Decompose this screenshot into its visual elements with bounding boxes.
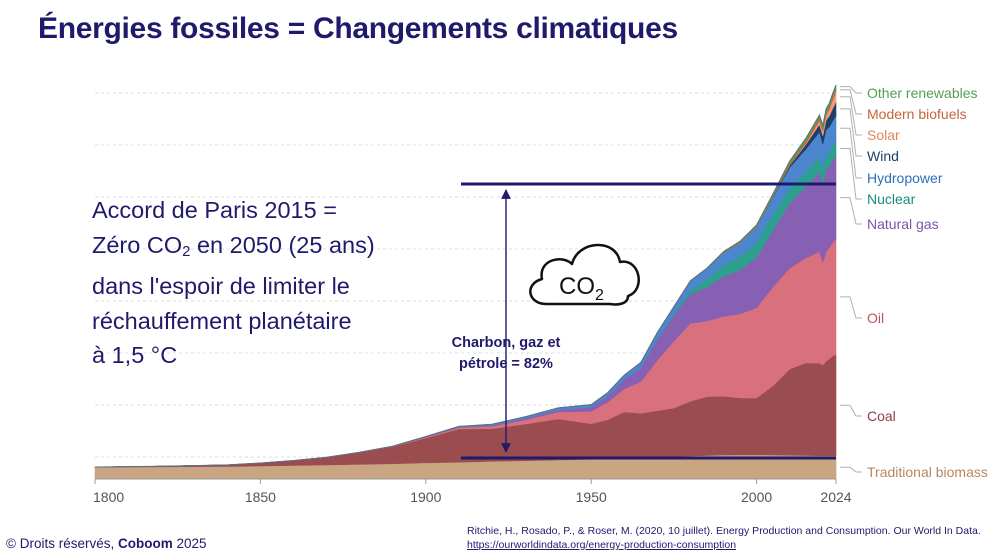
page-title: Énergies fossiles = Changements climatiq…	[38, 12, 678, 45]
co2-cloud-icon: CO2	[529, 243, 640, 306]
x-tick-label: 1800	[93, 489, 124, 505]
legend-leader-coal	[840, 404, 862, 417]
paris-line-2-subscript: 2	[182, 242, 191, 260]
copyright-prefix: © Droits réservés,	[6, 536, 118, 551]
copyright-notice: © Droits réservés, Coboom 2025	[6, 536, 207, 551]
citation-link[interactable]: https://ourworldindata.org/energy-produc…	[467, 539, 737, 551]
chart-legend: Traditional biomass Coal Oil Natural gas Nuc…	[840, 85, 988, 480]
paris-line-2-suffix: en 2050 (25 ans)	[190, 231, 375, 258]
x-tick-label: 1850	[245, 489, 276, 505]
svg-text:CO2: CO2	[559, 273, 604, 304]
legend-nuclear: Nuclear	[867, 191, 916, 207]
x-tick-label: 2024	[820, 489, 851, 505]
legend-leader-nuclear	[840, 148, 862, 200]
legend-leader-oil	[840, 296, 862, 319]
legend-natural-gas: Natural gas	[867, 216, 939, 232]
legend-solar: Solar	[867, 127, 900, 143]
legend-leader-hydropower	[840, 127, 862, 179]
paris-line-2: Zéro CO2 en 2050 (25 ans)	[92, 228, 375, 270]
paris-line-2-prefix: Zéro CO	[92, 231, 183, 258]
legend-traditional-biomass: Traditional biomass	[867, 464, 988, 480]
x-tick-label: 1900	[410, 489, 441, 505]
x-tick-label: 2000	[741, 489, 772, 505]
paris-line-5: à 1,5 °C	[92, 342, 178, 368]
legend-leader-other-renewables	[840, 86, 862, 94]
paris-agreement-text: Accord de Paris 2015 = Zéro CO2 en 2050 …	[92, 193, 375, 373]
legend-leader-wind	[840, 108, 862, 157]
legend-wind: Wind	[867, 148, 899, 164]
source-citation: Ritchie, H., Rosado, P., & Roser, M. (20…	[467, 524, 997, 552]
copyright-year: 2025	[172, 536, 207, 551]
legend-leader-solar	[840, 96, 862, 136]
paris-line-3: dans l'espoir de limiter le	[92, 273, 350, 299]
legend-oil: Oil	[867, 310, 884, 326]
co2-subscript: 2	[595, 287, 604, 304]
paris-line-4: réchauffement planétaire	[92, 307, 352, 334]
legend-leader-traditional-biomass	[840, 466, 862, 473]
legend-hydropower: Hydropower	[867, 170, 943, 186]
fossil-share-label: Charbon, gaz et pétrole = 82%	[436, 333, 576, 375]
citation-text: Ritchie, H., Rosado, P., & Roser, M. (20…	[467, 525, 981, 537]
legend-coal: Coal	[867, 408, 896, 424]
fossil-share-line-1: Charbon, gaz et	[451, 335, 561, 351]
co2-label: CO	[559, 273, 595, 300]
copyright-brand: Coboom	[117, 536, 173, 551]
paris-line-1: Accord de Paris 2015 =	[92, 197, 337, 223]
x-tick-label: 1950	[576, 489, 607, 505]
legend-other-renewables: Other renewables	[867, 85, 978, 101]
legend-leader-modern-biofuels	[840, 89, 862, 115]
fossil-share-line-2: pétrole = 82%	[459, 356, 553, 372]
legend-modern-biofuels: Modern biofuels	[867, 106, 967, 122]
legend-leader-natural-gas	[840, 197, 862, 225]
chart-x-axis: 1800 1850 1900 1950 2000 2024	[93, 478, 852, 505]
area-total-outline	[94, 84, 837, 468]
